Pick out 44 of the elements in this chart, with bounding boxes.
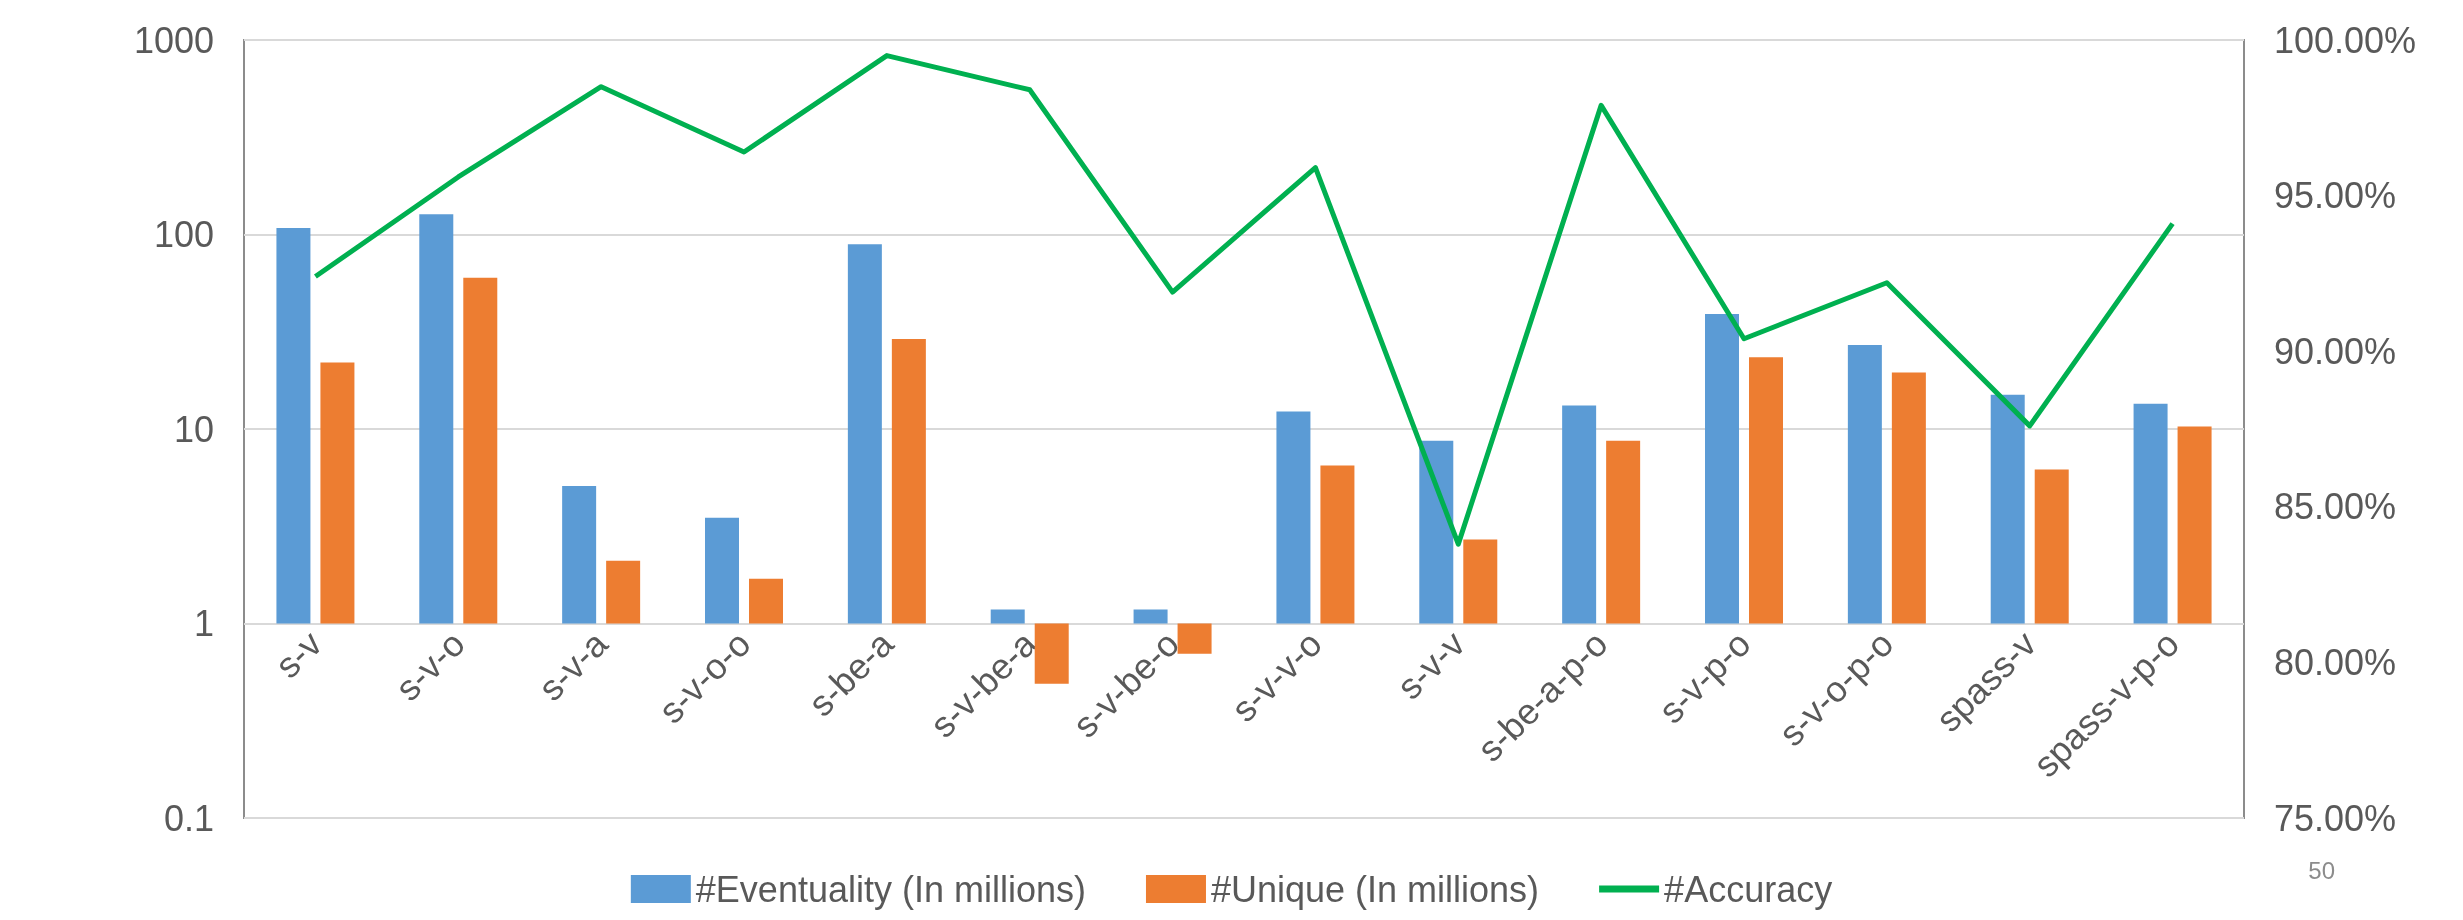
y-tick-label: 0.1 [163,797,214,839]
bar [1419,440,1454,624]
bar [1562,405,1597,624]
bar [749,578,783,624]
y2-tick-label: 90.00% [2274,330,2397,372]
legend-label: #Eventuality (In millions) [695,868,1086,910]
bar [990,609,1025,624]
bar [1606,440,1641,624]
x-tick-label: s-v [267,623,330,686]
bar [1847,345,1882,624]
bar [847,244,882,624]
bar [2177,426,2212,624]
bar [1177,623,1212,654]
y-tick-label: 100 [153,214,214,255]
bar [1463,539,1498,624]
legend-label: #Unique (In millions) [1210,868,1540,910]
bar [1749,357,1783,624]
bar [606,560,641,624]
bar [276,228,311,624]
y2-tick-label: 95.00% [2274,175,2397,217]
y2-tick-label: 85.00% [2274,486,2397,528]
bar [562,485,597,624]
legend-label: #Accuracy [1664,868,1833,910]
bar [1034,623,1069,684]
bar [1276,411,1311,624]
bar [1891,372,1926,624]
bar [1990,394,2025,624]
y2-tick-label: 80.00% [2274,641,2397,683]
y-tick-label: 1 [193,603,214,644]
bar [2133,403,2168,624]
bar [1705,314,1739,624]
bar [320,362,355,624]
bar [1320,465,1355,624]
y2-tick-label: 100.00% [2274,19,2417,61]
bar [1133,609,1168,624]
text: 50 [2308,856,2336,884]
y-tick-label: 1000 [133,19,214,61]
bar [705,517,739,624]
bar [419,214,454,624]
bar [2034,469,2069,624]
y-tick-label: 10 [173,408,214,450]
y2-tick-label: 75.00% [2274,797,2397,839]
bar [463,277,498,624]
bar [891,339,926,624]
